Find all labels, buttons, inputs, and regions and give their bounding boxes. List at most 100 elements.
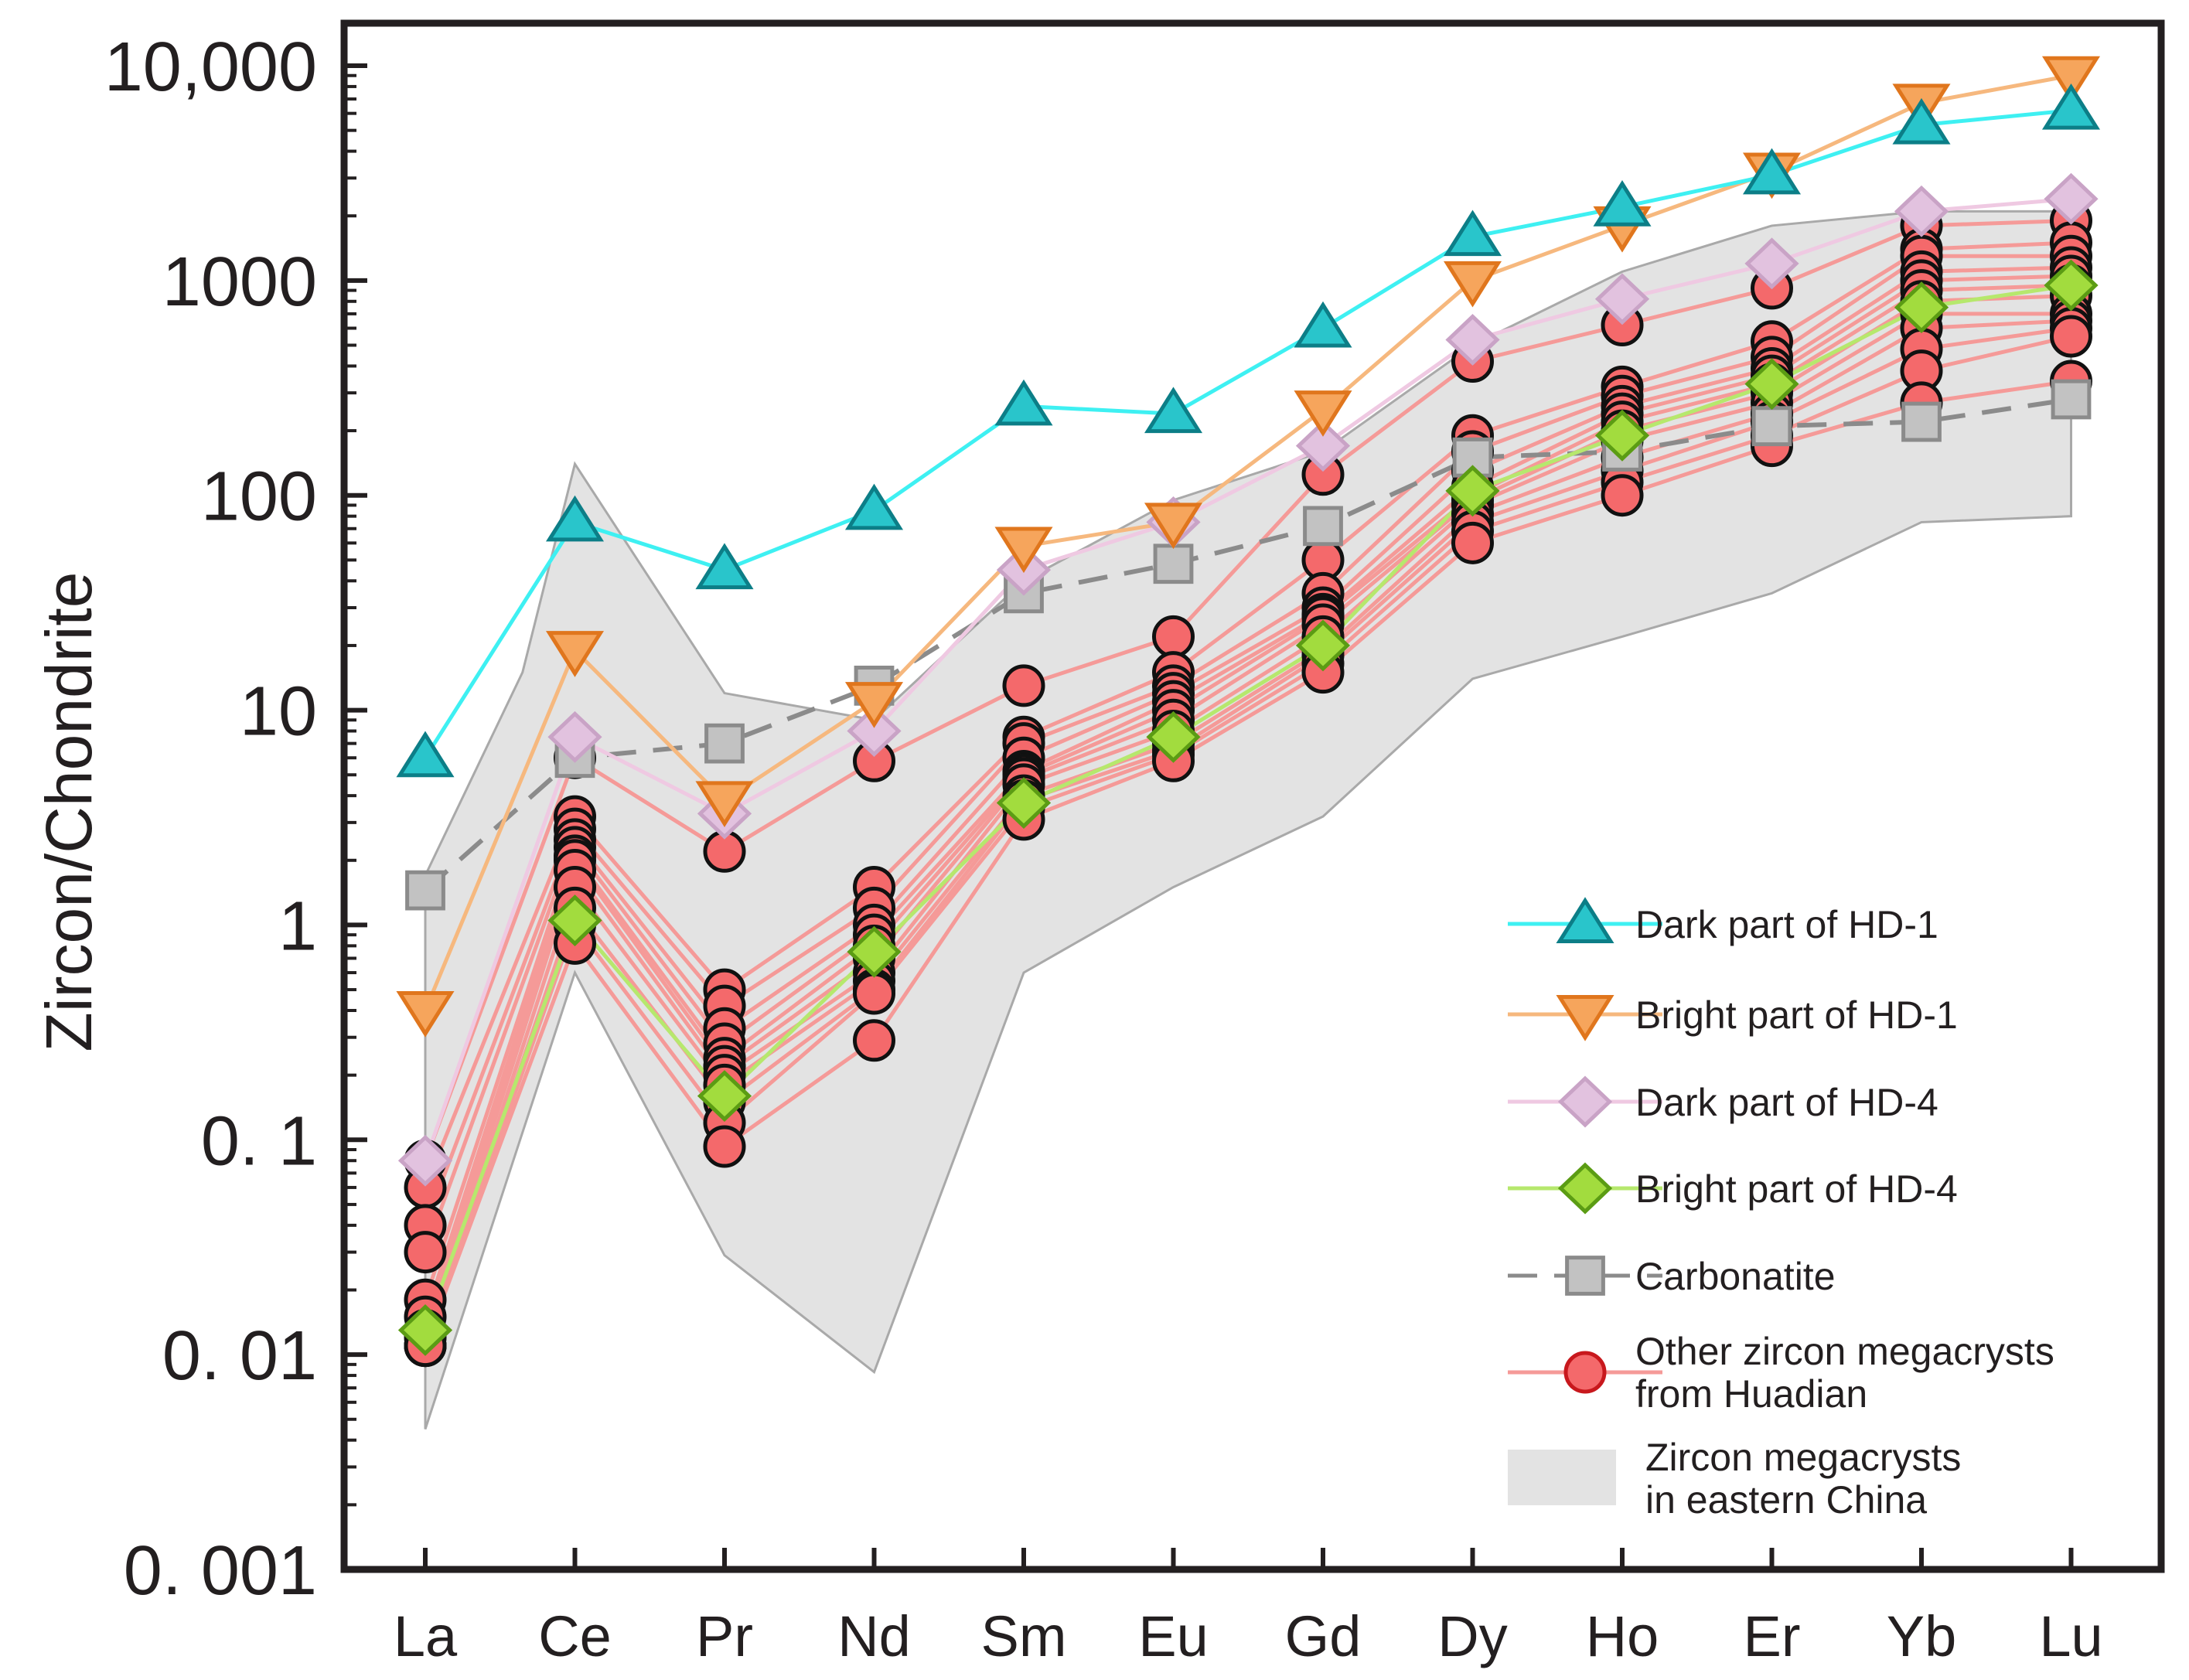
- other-megacryst-point-12-Pr: [703, 1125, 746, 1168]
- other-megacryst-point-1-Eu: [1152, 615, 1195, 658]
- y-tick-label-6: 0. 01: [162, 1317, 317, 1395]
- other-megacryst-line-3: [423, 254, 2071, 1226]
- legend: Dark part of HD-1 Bright part of HD-1 Dark…: [1508, 897, 2054, 1522]
- dark-part-of-hd-1-point-Sm: [994, 379, 1053, 426]
- carbonatite-point-Dy: [1452, 437, 1493, 478]
- legend-other-megacrysts-marker: [1563, 1351, 1607, 1394]
- x-tick-label-Er: Er: [1744, 1604, 1801, 1668]
- bright-part-of-hd-4-point-Pr: [697, 1070, 752, 1123]
- other-megacryst-line-9: [423, 319, 2071, 1347]
- dark-part-of-hd-4-point-Gd: [1295, 420, 1351, 472]
- carbonatite-point-Yb: [1901, 401, 1942, 442]
- other-megacryst-point-12-Nd: [853, 1019, 895, 1062]
- carbonatite-point-Lu: [2051, 379, 2092, 420]
- dark-part-of-hd-1-point-Ce: [545, 495, 605, 542]
- legend-bright-part-of-hd-1-label: Bright part of HD-1: [1635, 993, 1958, 1037]
- y-tick-label-1: 1000: [162, 244, 317, 321]
- x-tick-label-Ho: Ho: [1586, 1604, 1659, 1668]
- x-tick-label-Nd: Nd: [837, 1604, 911, 1668]
- bright-part-of-hd-4-point-Sm: [996, 777, 1052, 830]
- x-tick-label-Eu: Eu: [1138, 1604, 1209, 1668]
- dark-part-of-hd-4-point-Er: [1744, 237, 1799, 290]
- other-megacryst-point-4-La: [404, 1231, 447, 1274]
- other-megacryst-line-2: [423, 240, 2071, 1188]
- x-tick-label-Lu: Lu: [2039, 1604, 2102, 1668]
- bright-part-of-hd-1-point-Eu: [1144, 503, 1203, 550]
- bright-part-of-hd-1-point-La: [396, 991, 455, 1038]
- dark-part-of-hd-4-point-Ce: [547, 711, 602, 763]
- dark-part-of-hd-1-line: [423, 108, 2071, 759]
- other-megacryst-line-1: [423, 218, 2071, 1162]
- legend-other-megacrysts-label-2: from Huadian: [1635, 1372, 1867, 1416]
- bright-part-of-hd-4-point-Eu: [1146, 711, 1201, 763]
- other-megacryst-line-6: [423, 283, 2071, 1317]
- dark-part-of-hd-1-point-Er: [1742, 148, 1802, 195]
- other-megacryst-line-7: [423, 293, 2071, 1331]
- series-markers: [396, 56, 2101, 1356]
- x-tick-label-Gd: Gd: [1285, 1604, 1362, 1668]
- y-tick-label-4: 1: [278, 888, 317, 965]
- x-tick-label-La: La: [394, 1604, 458, 1668]
- x-tick-label-Yb: Yb: [1887, 1604, 1957, 1668]
- legend-bright-part-of-hd-4-marker: [1557, 1162, 1613, 1215]
- dark-part-of-hd-4-point-Yb: [1894, 185, 1949, 237]
- bright-part-of-hd-1-point-Nd: [844, 682, 904, 728]
- dark-part-of-hd-1-point-Pr: [695, 543, 754, 590]
- other-megacryst-line-11: [423, 334, 2072, 1347]
- bright-part-of-hd-4-point-Ce: [547, 895, 602, 946]
- y-axis-label: Zircon/Chondrite: [32, 572, 105, 1052]
- legend-envelope-label-2: in eastern China: [1645, 1478, 1927, 1522]
- dark-part-of-hd-1-point-Lu: [2041, 83, 2101, 130]
- other-megacryst-line-4: [423, 265, 2071, 1253]
- bright-part-of-hd-1-point-Sm: [994, 526, 1053, 574]
- legend-envelope-swatch: [1508, 1450, 1616, 1505]
- bright-part-of-hd-4-point-Lu: [2044, 259, 2099, 312]
- dark-part-of-hd-1-point-Yb: [1892, 97, 1951, 145]
- bright-part-of-hd-1-point-Pr: [695, 781, 754, 828]
- legend-dark-part-of-hd-4-label: Dark part of HD-4: [1635, 1081, 1938, 1124]
- bright-part-of-hd-4-point-Ho: [1594, 409, 1650, 462]
- dark-part-of-hd-4-point-Dy: [1445, 314, 1500, 366]
- series-lines: [423, 73, 2071, 1331]
- dark-part-of-hd-4-point-Lu: [2044, 172, 2099, 225]
- dark-part-of-hd-1-point-Ho: [1593, 180, 1652, 227]
- carbonatite-line: [424, 397, 2071, 892]
- dark-part-of-hd-4-point-Nd: [847, 705, 902, 757]
- other-megacryst-point-11-Nd: [853, 972, 895, 1015]
- bright-part-of-hd-4-point-Gd: [1295, 619, 1351, 672]
- dark-part-of-hd-1-point-La: [396, 731, 455, 778]
- other-megacryst-line-12: [423, 379, 2071, 1347]
- bright-part-of-hd-1-point-Ce: [545, 631, 605, 677]
- x-tick-label-Ce: Ce: [538, 1604, 612, 1668]
- other-megacryst-point-12-Ho: [1601, 474, 1644, 517]
- other-megacryst-point-1-Sm: [1002, 664, 1045, 707]
- dark-part-of-hd-4-point-Ho: [1594, 273, 1650, 325]
- legend-dark-part-of-hd-4-marker: [1557, 1075, 1613, 1128]
- other-megacryst-line-5: [423, 274, 2071, 1300]
- other-megacryst-line-8: [423, 312, 2071, 1338]
- dark-part-of-hd-1-point-Nd: [844, 483, 904, 530]
- bright-part-of-hd-4-line: [423, 283, 2071, 1331]
- carbonatite-point-La: [405, 870, 445, 911]
- other-megacryst-point-12-Dy: [1451, 521, 1494, 564]
- other-megacryst-point-11-Lu: [2050, 315, 2092, 358]
- y-tick-label-0: 10,000: [104, 29, 317, 106]
- y-tick-label-7: 0. 001: [124, 1532, 317, 1610]
- carbonatite-point-Er: [1751, 406, 1792, 447]
- dark-part-of-hd-1-point-Gd: [1294, 301, 1352, 348]
- bright-part-of-hd-4-point-Dy: [1445, 465, 1500, 517]
- axes: 10,000 1000 100 10 1 0. 1 0. 01 0. 001 La Ce Pr Nd S…: [32, 19, 2165, 1668]
- bright-part-of-hd-4-point-Nd: [847, 925, 902, 978]
- carbonatite-point-Eu: [1153, 544, 1194, 584]
- bright-part-of-hd-1-line: [423, 73, 2071, 1011]
- bright-part-of-hd-1-point-Dy: [1443, 261, 1502, 308]
- bright-part-of-hd-1-point-Gd: [1294, 390, 1352, 437]
- carbonatite-point-Gd: [1303, 506, 1343, 547]
- y-tick-label-2: 100: [201, 458, 317, 536]
- x-tick-label-Pr: Pr: [696, 1604, 753, 1668]
- dark-part-of-hd-4-line: [423, 196, 2071, 1162]
- dark-part-of-hd-1-point-Eu: [1144, 387, 1203, 434]
- y-tick-label-3: 10: [240, 673, 317, 751]
- bright-part-of-hd-4-point-La: [397, 1304, 453, 1356]
